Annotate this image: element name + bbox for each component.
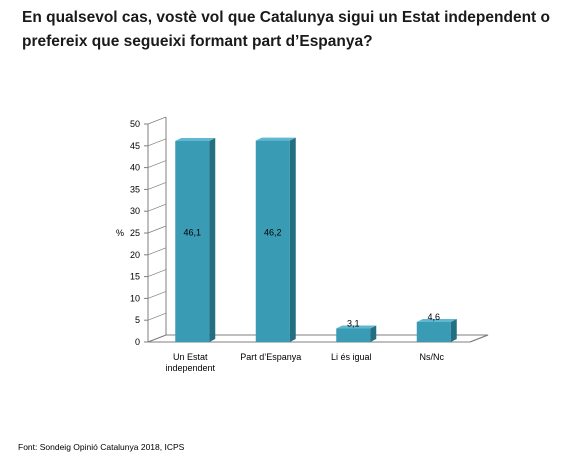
y-tick-depth <box>147 247 167 256</box>
y-tick-label: 10 <box>130 293 140 303</box>
bar-front <box>416 321 451 342</box>
y-tick-depth <box>147 225 167 234</box>
data-label: 46,1 <box>183 228 201 238</box>
data-label: 4,6 <box>427 312 440 322</box>
x-category-label: Part d’Espanya <box>240 352 301 362</box>
y-tick-depth <box>147 334 167 343</box>
bar-side <box>289 137 296 342</box>
y-tick-depth <box>147 138 167 147</box>
y-tick-depth <box>147 182 167 190</box>
y-tick-label: 5 <box>135 315 140 325</box>
y-tick-depth <box>147 269 167 277</box>
y-tick-label: 40 <box>130 163 140 173</box>
bar-front <box>255 140 290 342</box>
x-category-label: Ns/Nc <box>420 352 445 362</box>
y-tick-depth <box>147 312 167 321</box>
chart-title: En qualsevol cas, vostè vol que Cataluny… <box>22 9 550 50</box>
x-category-label: independent <box>165 363 215 373</box>
floor-edge <box>469 334 489 343</box>
y-tick-label: 50 <box>130 119 140 129</box>
y-tick-label: 15 <box>130 272 140 282</box>
data-label: 46,2 <box>264 227 282 237</box>
y-tick-label: 45 <box>130 141 140 151</box>
bar: 46,2 <box>255 137 296 342</box>
bar-top <box>416 318 457 322</box>
bar-top <box>175 138 216 142</box>
bar-top <box>255 137 296 141</box>
y-tick-depth <box>147 291 167 299</box>
x-category-label: Un Estat <box>173 352 208 362</box>
bar-side <box>450 318 457 342</box>
y-axis-ticks: 0 5 10 15 20 25 30 35 40 45 50 <box>130 116 167 347</box>
bar-side <box>209 138 216 342</box>
y-tick-depth <box>147 160 167 168</box>
bar: 4,6 <box>416 312 457 342</box>
bar: 3,1 <box>336 318 377 342</box>
y-tick-label: 20 <box>130 250 140 260</box>
x-category-label: Li és igual <box>331 352 372 362</box>
y-tick-label: 30 <box>130 206 140 216</box>
y-tick-label: 25 <box>130 228 140 238</box>
y-tick-label: 0 <box>135 337 140 347</box>
bar-front <box>175 141 210 342</box>
y-axis-label: % <box>116 228 124 238</box>
bar-front <box>336 328 371 342</box>
bars: 46,1 46,2 3,1 4,6 <box>175 137 457 342</box>
y-tick-depth <box>147 116 167 125</box>
bar-side <box>370 325 377 342</box>
y-tick-label: 35 <box>130 184 140 194</box>
source-note: Font: Sondeig Opinió Catalunya 2018, ICP… <box>18 442 185 452</box>
data-label: 3,1 <box>347 318 360 328</box>
y-tick-depth <box>147 203 167 212</box>
bar: 46,1 <box>175 138 216 342</box>
bar-top <box>336 325 377 329</box>
